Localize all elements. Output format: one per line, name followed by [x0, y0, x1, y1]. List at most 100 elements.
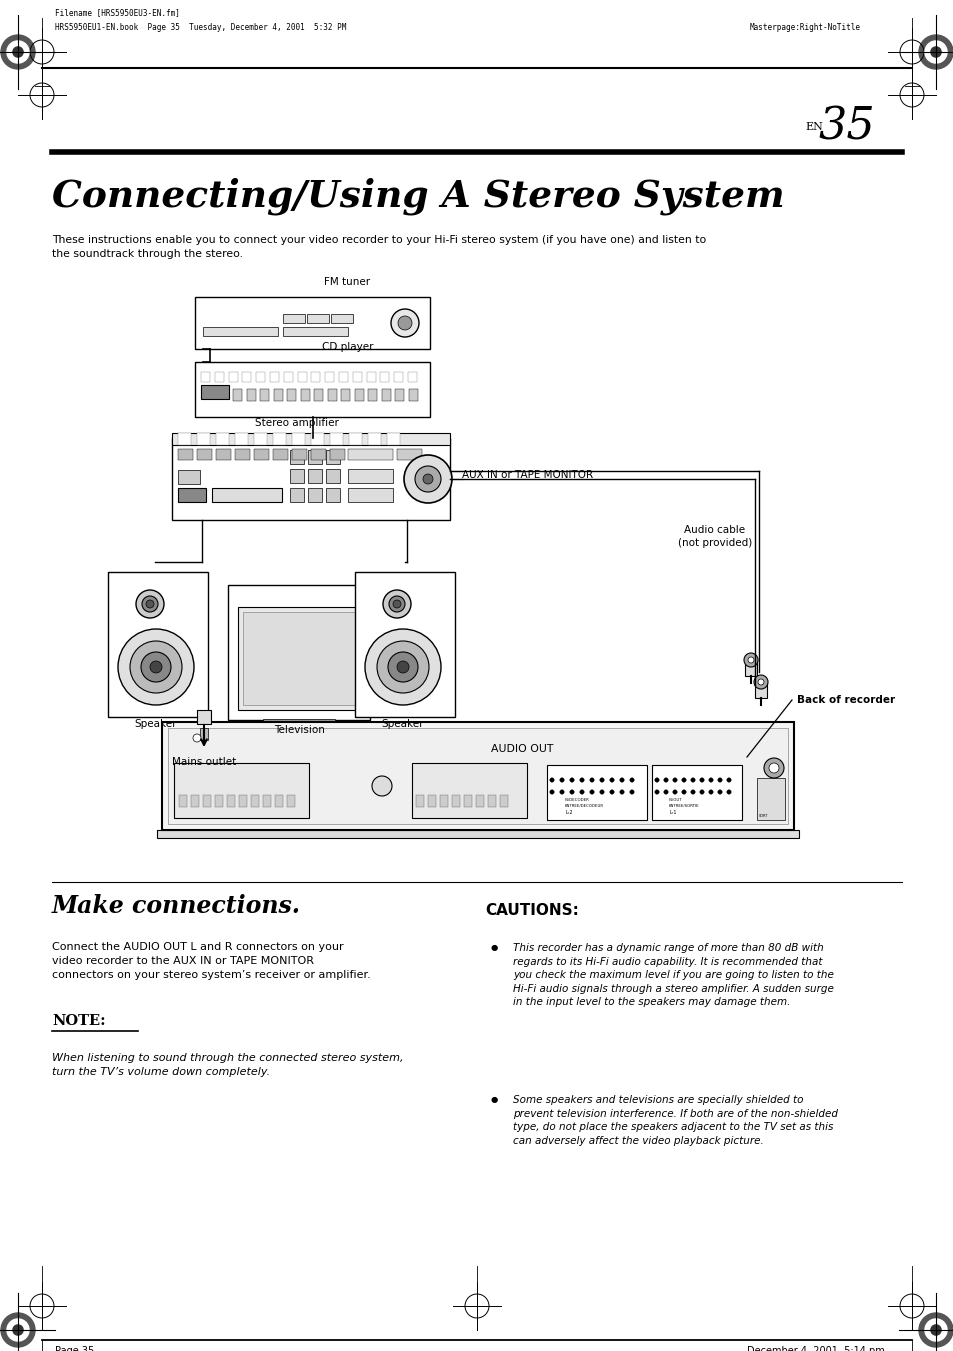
Circle shape [13, 47, 23, 57]
Bar [253, 449, 269, 459]
Bar [325, 372, 334, 382]
Bar [348, 449, 393, 459]
Circle shape [717, 778, 721, 782]
Bar [499, 794, 507, 807]
Circle shape [708, 778, 713, 782]
Bar [326, 469, 339, 484]
Bar [394, 372, 403, 382]
Circle shape [372, 775, 392, 796]
Text: Speaker: Speaker [134, 719, 177, 730]
Circle shape [763, 758, 783, 778]
Bar [260, 389, 269, 401]
Circle shape [422, 474, 433, 484]
Circle shape [559, 778, 563, 782]
Bar [546, 765, 646, 820]
Circle shape [747, 657, 753, 663]
Bar [300, 389, 309, 401]
Bar [757, 778, 784, 820]
Bar [348, 488, 393, 503]
Circle shape [930, 47, 940, 57]
Circle shape [146, 600, 153, 608]
Bar [274, 389, 282, 401]
Text: Mains outlet: Mains outlet [172, 757, 236, 767]
Circle shape [930, 1325, 940, 1335]
Text: NOTE:: NOTE: [52, 1015, 106, 1028]
Bar [214, 794, 223, 807]
Circle shape [700, 778, 703, 782]
Circle shape [599, 790, 603, 794]
Text: ENTREE/SORTIE: ENTREE/SORTIE [668, 804, 699, 808]
Circle shape [388, 653, 417, 682]
Circle shape [549, 790, 554, 794]
Bar [355, 389, 363, 401]
Bar [396, 449, 421, 459]
Text: Filename [HRS5950EU3-EN.fm]: Filename [HRS5950EU3-EN.fm] [55, 8, 180, 18]
Circle shape [629, 778, 634, 782]
Text: EN: EN [804, 122, 822, 132]
Circle shape [619, 790, 623, 794]
Bar [744, 661, 757, 676]
Bar [239, 794, 247, 807]
Bar [311, 372, 320, 382]
Circle shape [376, 640, 429, 693]
Bar [283, 327, 348, 336]
Bar [203, 327, 277, 336]
Text: CD player: CD player [321, 342, 373, 353]
Text: ●: ● [491, 1096, 497, 1104]
Circle shape [559, 790, 563, 794]
Bar [201, 385, 229, 399]
Circle shape [726, 778, 730, 782]
Bar [191, 794, 199, 807]
Bar [290, 469, 304, 484]
Bar [173, 763, 309, 817]
Text: AUX IN or TAPE MONITOR: AUX IN or TAPE MONITOR [461, 470, 593, 480]
Bar [380, 372, 389, 382]
Circle shape [708, 790, 713, 794]
Bar [178, 470, 200, 484]
Text: SORT: SORT [759, 815, 767, 817]
Bar [330, 434, 343, 444]
Bar [368, 389, 376, 401]
Text: 35: 35 [817, 105, 874, 149]
Bar [234, 449, 250, 459]
Bar [408, 389, 417, 401]
Bar [237, 607, 359, 711]
Bar [348, 469, 393, 484]
Bar [201, 372, 210, 382]
Text: Television: Television [274, 725, 324, 735]
Bar [311, 434, 324, 444]
Circle shape [629, 790, 634, 794]
Circle shape [150, 661, 162, 673]
Bar [196, 449, 212, 459]
Bar [290, 450, 304, 463]
Circle shape [569, 790, 574, 794]
Bar [263, 794, 271, 807]
Bar [387, 434, 399, 444]
Bar [353, 372, 361, 382]
Text: Speaker: Speaker [381, 719, 424, 730]
Bar [287, 389, 295, 401]
Bar [203, 794, 211, 807]
Circle shape [393, 600, 400, 608]
Circle shape [589, 790, 594, 794]
Bar [179, 794, 187, 807]
Bar [196, 711, 211, 724]
Text: IN/DECODER: IN/DECODER [564, 798, 589, 802]
Circle shape [609, 790, 614, 794]
Bar [452, 794, 459, 807]
Bar [292, 449, 307, 459]
Text: ENTREE/DECODEUR: ENTREE/DECODEUR [564, 804, 603, 808]
Bar [326, 488, 339, 503]
Bar [311, 449, 326, 459]
Bar [256, 372, 265, 382]
Circle shape [681, 790, 685, 794]
Circle shape [579, 778, 583, 782]
Bar [215, 434, 229, 444]
Bar [227, 794, 234, 807]
Bar [214, 372, 224, 382]
Text: Stereo amplifier: Stereo amplifier [254, 417, 338, 428]
Bar [314, 389, 323, 401]
Text: HRS5950EU1-EN.book  Page 35  Tuesday, December 4, 2001  5:32 PM: HRS5950EU1-EN.book Page 35 Tuesday, Dece… [55, 23, 346, 32]
Circle shape [663, 790, 667, 794]
Text: These instructions enable you to connect your video recorder to your Hi-Fi stere: These instructions enable you to connect… [52, 235, 705, 259]
